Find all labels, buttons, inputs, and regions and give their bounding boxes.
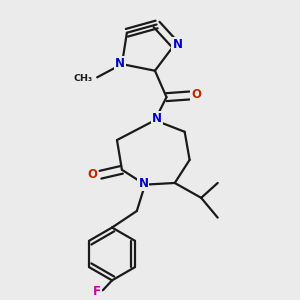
Text: O: O <box>87 168 97 181</box>
Text: N: N <box>115 57 125 70</box>
Text: CH₃: CH₃ <box>73 74 92 83</box>
Text: N: N <box>152 112 162 125</box>
Text: O: O <box>191 88 201 101</box>
Text: N: N <box>138 177 148 190</box>
Text: F: F <box>93 285 101 298</box>
Text: N: N <box>172 38 182 51</box>
